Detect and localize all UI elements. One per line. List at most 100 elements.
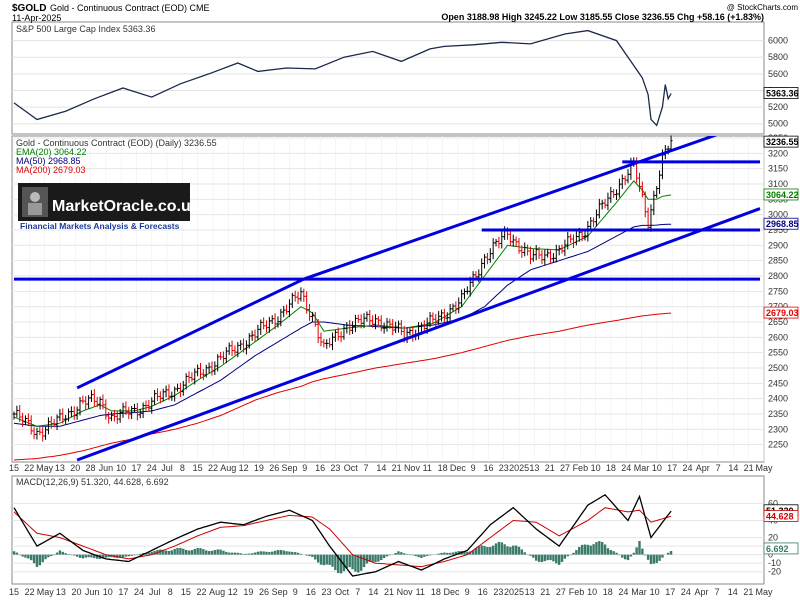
macd-histogram-bar	[635, 547, 638, 555]
macd-histogram-bar	[227, 552, 231, 555]
gold-y-tick: 2250	[768, 440, 788, 450]
macd-x-tick: 14	[728, 587, 738, 597]
macd-histogram-bar	[543, 554, 547, 562]
macd-histogram-bar	[133, 554, 136, 556]
macd-histogram-bar	[24, 554, 27, 558]
brand-name: MarketOracle.co.uk	[52, 198, 200, 215]
macd-histogram-bar	[523, 552, 526, 555]
legend-ema20: EMA(20) 3064.22	[16, 147, 87, 157]
macd-histogram-bar	[480, 545, 483, 555]
macd-histogram-bar	[96, 554, 99, 559]
macd-histogram-bar	[187, 550, 191, 555]
channel-line	[303, 136, 718, 281]
macd-histogram-bar	[489, 546, 492, 555]
macd-histogram-bar	[293, 552, 297, 555]
macd-histogram-bar	[560, 554, 564, 563]
macd-histogram-bar	[210, 550, 214, 555]
macd-histogram-bar	[176, 548, 179, 555]
macd-histogram-bar	[55, 552, 59, 555]
gold-value-box	[763, 306, 799, 319]
macd-histogram-bar	[603, 544, 607, 555]
macd-histogram-bar	[555, 554, 558, 564]
macd-histogram-bar	[265, 551, 268, 555]
gold-y-tick: 3000	[768, 210, 788, 220]
macd-histogram-bar	[205, 550, 208, 555]
macd-histogram-bar	[242, 553, 245, 555]
macd-histogram-bar	[589, 545, 592, 555]
macd-x-tick: 21	[384, 587, 394, 597]
macd-histogram-bar	[403, 553, 406, 555]
macd-histogram-bar	[147, 552, 151, 555]
macd-histogram-bar	[411, 554, 415, 556]
macd-histogram-bar	[595, 542, 598, 555]
macd-x-tick: 17	[118, 587, 128, 597]
macd-histogram-bar	[73, 554, 76, 556]
macd-histogram-bar	[512, 545, 515, 555]
macd-histogram-bar	[337, 554, 340, 574]
macd-x-tick: 19	[243, 587, 253, 597]
macd-histogram-bar	[529, 554, 532, 556]
main-x-tick: 16	[483, 463, 493, 473]
price-bars-layer	[12, 135, 673, 442]
macd-histogram-bar	[12, 551, 16, 555]
macd-histogram-bar	[646, 554, 650, 560]
macd-y-tick: -10	[768, 558, 781, 568]
macd-histogram-bar	[199, 548, 202, 555]
macd-histogram-bar	[400, 552, 403, 555]
macd-x-tick: Apr	[694, 587, 708, 597]
gold-value-box	[763, 188, 799, 201]
macd-y-tick: 0	[768, 550, 773, 560]
main-x-tick: 24	[682, 463, 692, 473]
macd-histogram-bar	[454, 551, 458, 555]
symbol-label: $GOLD	[12, 3, 46, 14]
macd-histogram-bar	[474, 548, 478, 555]
spx-y-tick: 5800	[768, 52, 788, 62]
gold-y-tick: 2550	[768, 348, 788, 358]
ma200-line	[13, 312, 672, 461]
macd-histogram-bar	[339, 554, 343, 574]
gold-y-tick: 3150	[768, 164, 788, 174]
macd-histogram-bar	[104, 554, 108, 558]
macd-histogram-bar	[405, 554, 409, 555]
main-x-tick: 10	[652, 463, 662, 473]
main-x-tick: 13	[529, 463, 539, 473]
macd-histogram-bar	[457, 551, 460, 555]
main-x-tick: 20	[70, 463, 80, 473]
macd-x-tick: May	[37, 587, 55, 597]
main-x-tick: Dec	[450, 463, 467, 473]
macd-x-tick: 24	[681, 587, 691, 597]
macd-title: MACD(12,26,9) 51.320, 44.628, 6.692	[16, 477, 169, 487]
macd-y-tick: -20	[768, 567, 781, 577]
macd-line	[13, 493, 672, 577]
main-x-tick: 10	[591, 463, 601, 473]
legend-ma50: MA(50) 2968.85	[16, 156, 81, 166]
macd-histogram-bar	[357, 554, 360, 573]
macd-histogram-bar	[162, 549, 165, 555]
macd-histogram-bar	[451, 552, 455, 555]
macd-x-tick: 21	[540, 587, 550, 597]
macd-histogram-bar	[322, 554, 326, 566]
main-x-tick: Jun	[99, 463, 114, 473]
gold-value-label: 3064.22	[766, 190, 799, 200]
macd-histogram-bar	[47, 554, 50, 558]
macd-x-tick: 18	[431, 587, 441, 597]
macd-x-tick: Oct	[335, 587, 350, 597]
gold-y-tick: 2450	[768, 378, 788, 388]
main-x-tick: 2025	[509, 463, 529, 473]
macd-histogram-bar	[41, 554, 44, 563]
macd-histogram-bar	[483, 545, 486, 555]
spx-last-value: 5363.36	[766, 89, 799, 99]
gold-y-tick: 2850	[768, 256, 788, 266]
macd-histogram-bar	[233, 552, 237, 555]
main-x-tick: Apr	[696, 463, 710, 473]
main-x-tick: 24	[147, 463, 157, 473]
macd-x-tick: Dec	[443, 587, 460, 597]
main-x-tick: 24	[621, 463, 631, 473]
gold-y-tick: 2900	[768, 240, 788, 250]
macd-histogram-bar	[365, 554, 369, 564]
macd-histogram-bar	[236, 552, 239, 555]
macd-histogram-bar	[417, 554, 420, 558]
spx-y-tick: 5200	[768, 102, 788, 112]
macd-histogram-bar	[477, 546, 481, 555]
macd-histogram-bar	[394, 552, 397, 555]
